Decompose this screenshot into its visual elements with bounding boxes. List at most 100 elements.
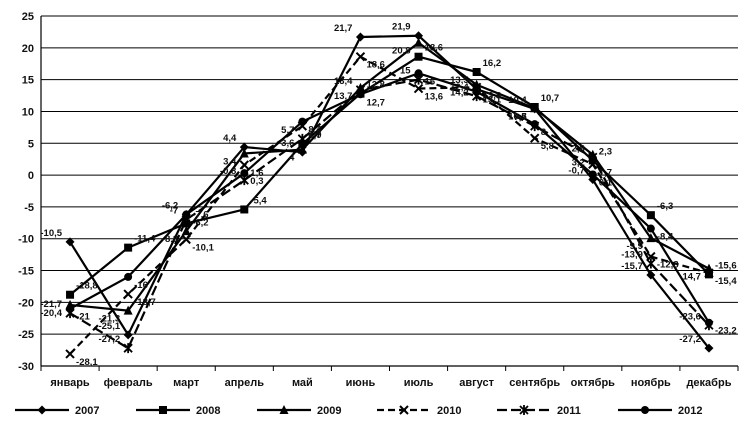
data-point-2010: [355, 52, 366, 62]
data-label-2007: 3,6: [281, 138, 294, 149]
data-label-2008: 4,9: [308, 130, 321, 141]
data-label-2012: 8,4: [308, 125, 322, 136]
data-label-2011: 7,7: [513, 112, 526, 123]
legend-label-2008: 2008: [196, 405, 220, 417]
data-label-2010: 5,8: [541, 141, 554, 152]
y-tick-label: -20: [18, 297, 34, 309]
data-point-2007: [704, 343, 714, 353]
data-label-2011: 15: [400, 66, 411, 77]
legend-item-2010: 2010: [377, 405, 461, 417]
data-point-2012: [124, 272, 133, 281]
data-label-2007: 4,4: [223, 133, 237, 144]
legend-label-2007: 2007: [75, 405, 99, 417]
data-label-2010: 1,7: [599, 167, 612, 178]
data-label-2010: 13,6: [425, 92, 444, 103]
data-label-2007: -10,5: [40, 228, 62, 239]
data-label-2009: 4: [289, 153, 295, 164]
data-point-2011: [646, 258, 656, 269]
data-point-2007: [414, 31, 424, 41]
data-label-2010: -12,8: [657, 260, 679, 271]
data-point-2012: [240, 169, 249, 178]
data-label-2008: -6,3: [657, 201, 673, 212]
data-label-2012: -6,2: [192, 218, 208, 229]
data-point-2012: [66, 304, 75, 313]
data-label-2011: -7: [170, 206, 178, 217]
data-label-2007: -15,7: [621, 261, 643, 272]
data-point-2007: [239, 142, 249, 152]
data-label-2012: -16: [134, 280, 148, 291]
data-point-2010: [588, 159, 598, 169]
legend-label-2010: 2010: [437, 405, 461, 417]
data-label-2010: 13,8: [483, 90, 502, 101]
y-tick-label: 10: [22, 106, 34, 118]
data-point-2012: [298, 117, 307, 126]
data-label-2008: -15,6: [715, 260, 737, 271]
data-label-2007: 13,5: [450, 75, 469, 86]
data-label-2008: -7,6: [192, 209, 208, 220]
data-point-2009: [181, 226, 191, 236]
legend-item-2007: 2007: [15, 405, 99, 417]
data-label-2007: -6,2: [162, 201, 178, 212]
x-tick-label: май: [292, 377, 313, 389]
series-line-2007: [69, 34, 710, 349]
x-tick-label: июль: [404, 377, 434, 389]
data-label-2011: -27,2: [98, 334, 120, 345]
data-point-2012: [414, 69, 423, 78]
data-point-2012: [588, 170, 597, 179]
data-point-2009: [646, 233, 656, 243]
data-point-2007: [65, 237, 75, 247]
data-point-2008: [298, 139, 307, 148]
data-label-2007: 21,7: [334, 23, 353, 34]
data-point-2010: [239, 160, 249, 170]
data-labels: -10,5 -25,1 -6,2 4,4 3,6 21,7 21,9 13,5 10,4 -0,7…: [40, 22, 737, 368]
x-tick-label: февраль: [104, 377, 153, 389]
x-tick-label: апрель: [225, 377, 265, 389]
data-point-2009: [123, 305, 133, 315]
x-tick-label: март: [173, 377, 200, 389]
data-point-2012: [472, 87, 481, 96]
data-label-2011: 2,8: [572, 143, 585, 154]
data-point-2011: [297, 133, 308, 144]
data-point-2008: [472, 68, 481, 76]
data-label-2012: 0,1: [599, 177, 613, 188]
series-line-2010: [69, 55, 710, 355]
data-label-2011: -23,6: [679, 311, 701, 322]
data-point-2012: [704, 318, 713, 327]
legend: 2007 2008 2009 2010 2011 2012: [15, 405, 702, 417]
data-point-2009: [530, 103, 540, 113]
y-tick-label: -5: [24, 202, 34, 214]
data-label-2009: 13,7: [334, 91, 353, 102]
legend-item-2008: 2008: [136, 405, 220, 417]
data-label-2012: 8: [541, 127, 546, 138]
data-label-2010: -18,7: [134, 297, 156, 308]
data-point-2007: [123, 330, 133, 340]
x-tick-label: август: [459, 377, 494, 389]
x-tick-label: январь: [50, 377, 90, 389]
data-label-2008: 16,2: [483, 58, 502, 69]
data-point-2010: [413, 83, 424, 94]
legend-marker-2010: [399, 405, 409, 415]
data-point-2012: [182, 210, 191, 219]
legend-marker-2008: [159, 406, 167, 414]
data-point-2012: [530, 120, 539, 129]
data-label-2012: 0,3: [250, 176, 263, 187]
data-label-2009: -14,7: [679, 272, 701, 283]
data-label-2010: 1,6: [250, 168, 263, 179]
data-label-2010: 18,6: [366, 60, 385, 71]
x-tick-label: октябрь: [571, 377, 616, 389]
data-point-2011: [588, 152, 598, 163]
data-label-2012: -21: [76, 312, 90, 323]
data-label-2009: 3,4: [223, 156, 237, 167]
data-label-2007: 10,4: [508, 95, 527, 106]
series-line-2012: [69, 72, 710, 324]
data-label-2011: 13,4: [334, 76, 353, 87]
data-label-2010: 7,7: [308, 129, 321, 140]
x-tick-label: сентябрь: [509, 377, 560, 389]
data-label-2009: 10,5: [508, 111, 527, 122]
data-label-2008: 10,7: [541, 93, 560, 104]
data-label-2012: -23,2: [715, 326, 737, 337]
data-label-2011: -21,7: [40, 299, 62, 310]
legend-label-2009: 2009: [317, 405, 341, 417]
legend-marker-2011: [519, 405, 529, 415]
